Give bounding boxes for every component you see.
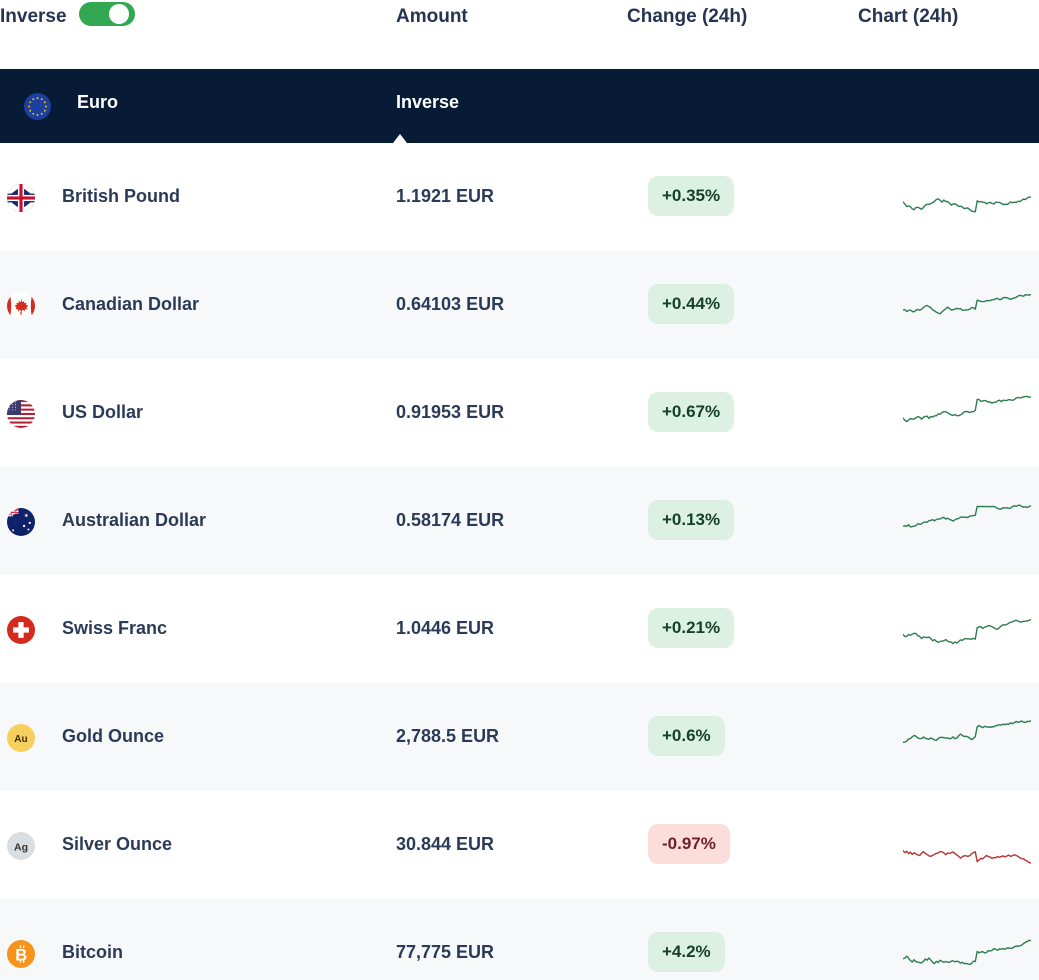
svg-text:Au: Au: [14, 734, 27, 745]
svg-text:Ag: Ag: [14, 841, 28, 853]
svg-text:B: B: [15, 946, 27, 965]
